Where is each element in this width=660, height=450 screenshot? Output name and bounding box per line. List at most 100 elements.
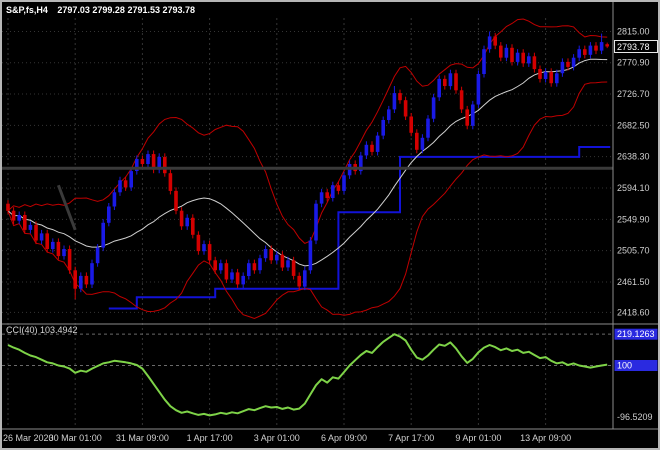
cci-level-label: 100 <box>617 361 632 371</box>
candle-body <box>521 52 525 64</box>
candle-body <box>202 244 206 252</box>
candle-body <box>224 263 229 280</box>
time-tick-label: 7 Apr 17:00 <box>388 433 434 443</box>
candle-body <box>342 175 346 191</box>
candle-body <box>588 45 593 55</box>
candle-body <box>476 74 481 105</box>
candle-body <box>51 241 55 249</box>
candle-body <box>286 260 290 268</box>
time-tick-label: 6 Apr 09:00 <box>321 433 367 443</box>
candle-body <box>504 47 509 58</box>
candle-body <box>448 73 453 87</box>
candle-body <box>577 49 581 58</box>
time-tick-label: 30 Mar 01:00 <box>49 433 102 443</box>
candle-body <box>291 260 296 276</box>
candle-body <box>252 263 257 271</box>
candle-body <box>409 116 413 133</box>
candle-body <box>140 159 145 164</box>
candle-body <box>560 61 565 74</box>
candle-body <box>146 154 150 164</box>
candle-body <box>168 173 173 191</box>
candle-body <box>297 275 301 287</box>
bollinger-bands <box>7 18 608 320</box>
candle-body <box>179 210 184 227</box>
price-tick-label: 2815.00 <box>617 27 650 37</box>
candle-body <box>6 203 10 211</box>
cci-min-label: -96.5209 <box>617 412 653 422</box>
price-tick-label: 2638.30 <box>617 152 650 162</box>
band-middle <box>7 58 608 267</box>
time-tick-label: 13 Apr 09:00 <box>520 433 571 443</box>
cci-level-tag <box>614 328 658 340</box>
candle-body <box>387 109 391 120</box>
candle-body <box>84 275 89 285</box>
candle-body <box>594 45 598 51</box>
band-lower <box>7 81 608 320</box>
ohlc-readout: 2797.03 2799.28 2791.53 2793.78 <box>57 5 196 15</box>
candle-body <box>213 260 217 271</box>
candle-body <box>157 156 161 170</box>
candle-body <box>538 69 542 79</box>
candle-body <box>583 49 587 55</box>
candle-body <box>151 154 156 170</box>
price-tick-label: 2726.70 <box>617 89 650 99</box>
cci-indicator-label: CCI(40) 103.4942 <box>6 325 78 335</box>
candle-body <box>403 100 408 117</box>
candle-body <box>499 45 503 58</box>
candle-body <box>241 275 245 285</box>
candle-body <box>45 233 49 249</box>
candle-body <box>364 144 369 156</box>
price-tick-label: 2505.70 <box>617 246 650 256</box>
candle-body <box>73 270 77 289</box>
candle-body <box>431 97 436 119</box>
current-price-label: 2793.78 <box>617 42 650 52</box>
price-tick-label: 2549.90 <box>617 214 650 224</box>
step-line-indicator <box>108 146 611 310</box>
candle-body <box>549 71 553 84</box>
candle-body <box>219 263 223 271</box>
candle-body <box>336 185 341 191</box>
candle-body <box>459 90 464 110</box>
candle-body <box>196 234 201 252</box>
time-tick-label: 1 Apr 17:00 <box>187 433 233 443</box>
candle-body <box>392 93 397 110</box>
candle-body <box>101 222 105 248</box>
candle-body <box>510 47 514 62</box>
candle-body <box>207 244 212 261</box>
time-tick-label: 9 Apr 01:00 <box>455 433 501 443</box>
candle-body <box>174 190 178 211</box>
candle-body <box>112 192 117 207</box>
candle-body <box>258 258 262 271</box>
candle-body <box>566 61 570 67</box>
candles-layer <box>6 31 609 300</box>
diagonal-trendline[interactable] <box>56 184 77 231</box>
candle-body <box>426 118 430 138</box>
candle-body <box>247 263 251 276</box>
candle-body <box>56 241 61 257</box>
candle-body <box>398 93 402 101</box>
candle-body <box>79 275 83 289</box>
price-tick-label: 2682.50 <box>617 120 650 130</box>
candle-body <box>107 206 111 223</box>
candle-body <box>23 215 27 230</box>
candle-body <box>280 254 285 268</box>
time-tick-label: 3 Apr 01:00 <box>254 433 300 443</box>
time-tick-label: 26 Mar 2020 <box>3 433 54 443</box>
candle-body <box>543 71 548 79</box>
price-tick-label: 2594.10 <box>617 183 650 193</box>
candle-body <box>123 180 128 188</box>
candle-body <box>67 249 72 271</box>
candle-body <box>555 73 559 84</box>
candle-body <box>482 49 486 74</box>
price-tick-label: 2461.50 <box>617 277 650 287</box>
price-tick-label: 2770.90 <box>617 58 650 68</box>
candle-body <box>487 36 492 50</box>
candle-body <box>325 192 329 198</box>
candle-body <box>381 120 385 136</box>
time-tick-label: 31 Mar 09:00 <box>116 433 169 443</box>
candle-body <box>90 263 94 285</box>
grid-layer <box>2 18 613 428</box>
